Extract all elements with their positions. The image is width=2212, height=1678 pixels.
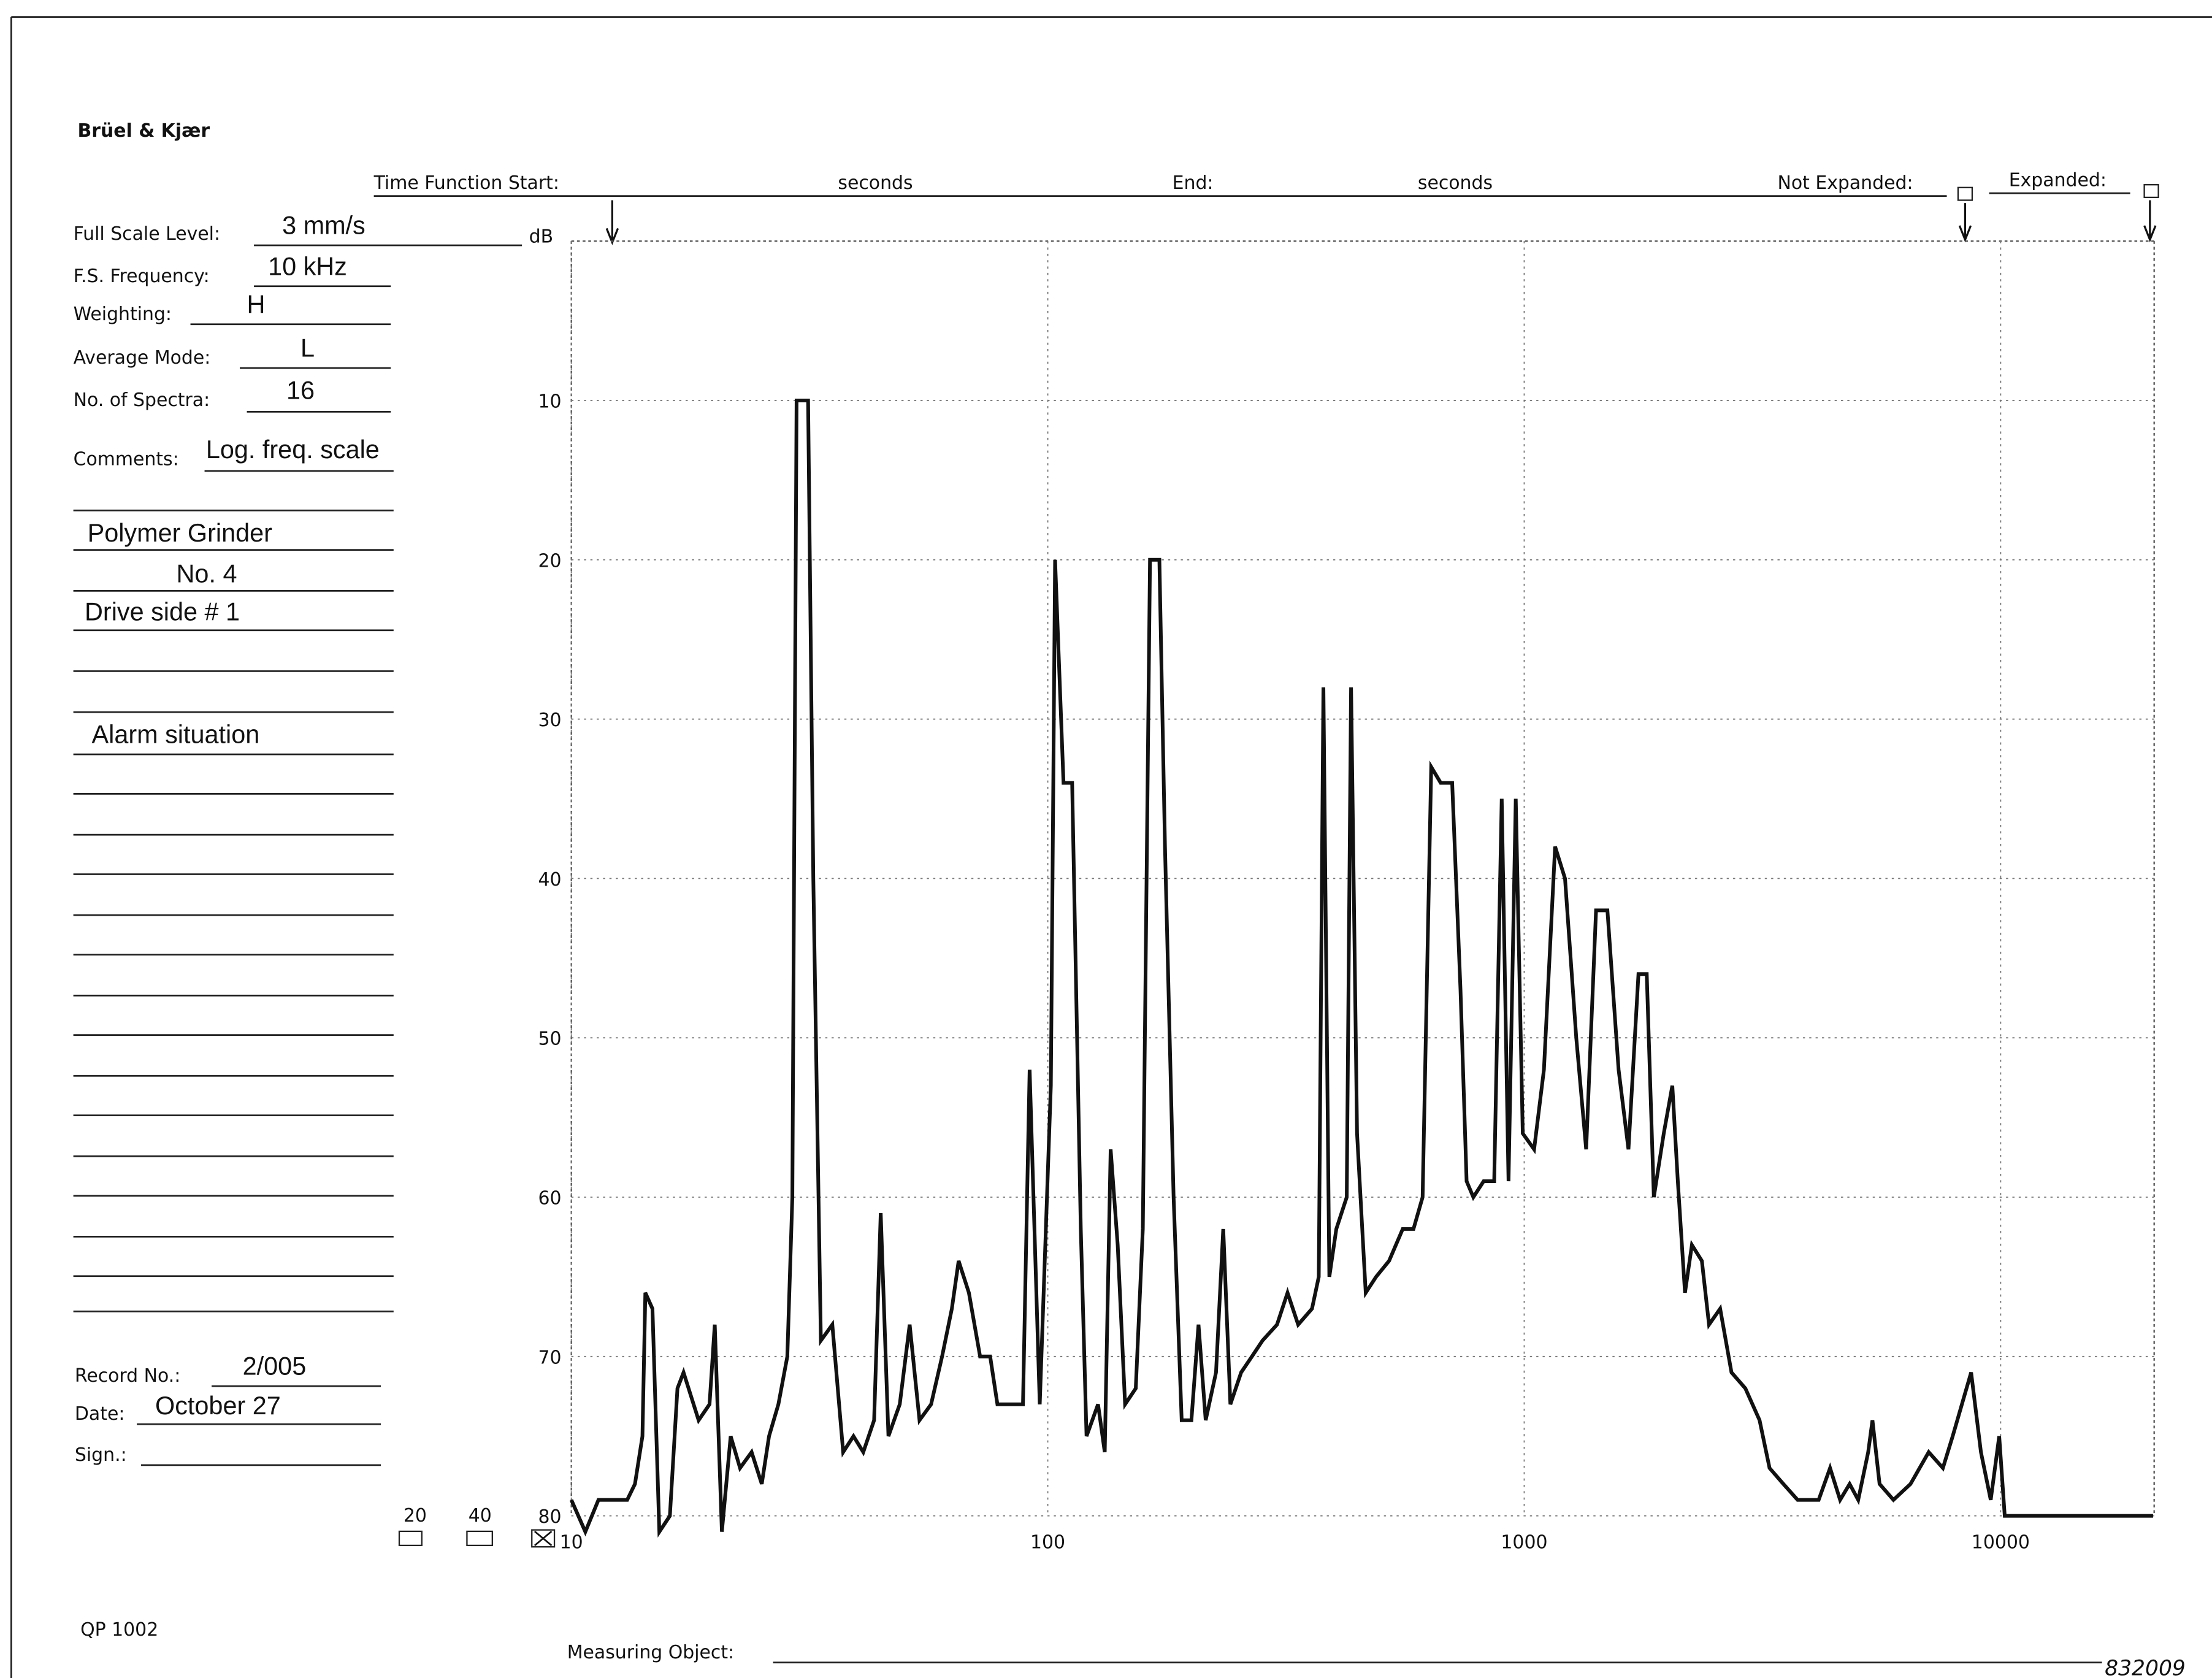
- x-tick-label: 1000: [1501, 1531, 1547, 1553]
- field-value: 16: [286, 377, 315, 405]
- checkbox-mark: [534, 1530, 553, 1546]
- field-label: F.S. Frequency:: [74, 266, 210, 287]
- field-label: No. of Spectra:: [74, 389, 210, 411]
- field-label: Record No.:: [75, 1365, 180, 1387]
- figure-no: 832009: [2105, 1656, 2186, 1678]
- y-tick-label: 30: [538, 710, 562, 731]
- field-label: Measuring Object:: [567, 1642, 734, 1663]
- y-tick-label: 80: [538, 1506, 562, 1528]
- comment-line: Drive side # 1: [85, 598, 240, 626]
- spectrum-line: [569, 398, 2153, 1538]
- marker-arrows: [605, 200, 2157, 245]
- y-tick-label: 10: [538, 391, 562, 412]
- x-tick-label: 10000: [1972, 1531, 2030, 1553]
- checkbox: [2143, 184, 2159, 199]
- field-label: Date:: [75, 1403, 125, 1425]
- form-code: QP 1002: [80, 1619, 158, 1641]
- field-label: Sign.:: [75, 1444, 127, 1466]
- y-tick-label: 60: [538, 1187, 562, 1209]
- field-label: End:: [1173, 172, 1214, 194]
- checkbox: [398, 1530, 423, 1547]
- field-value: October 27: [155, 1392, 281, 1420]
- field-value: 3 mm/s: [282, 212, 365, 240]
- field-value: 10 kHz: [268, 252, 347, 280]
- field-value: L: [300, 334, 315, 362]
- range-label: 40: [469, 1505, 492, 1527]
- y-axis-label: dB: [529, 226, 553, 247]
- y-tick-label: 20: [538, 550, 562, 572]
- plot: 10 20 30 40 50 60 70 80 10 100 1000 10000: [538, 240, 2155, 1553]
- x-tick-label: 100: [1030, 1531, 1065, 1553]
- x-tick-label: 10: [560, 1531, 583, 1553]
- field-value: H: [247, 290, 266, 318]
- field-value: 2/005: [243, 1352, 307, 1381]
- checkbox: [1957, 186, 1973, 201]
- y-tick-label: 50: [538, 1029, 562, 1050]
- comment-line: No. 4: [177, 560, 237, 588]
- field-value: Log. freq. scale: [206, 435, 380, 464]
- field-label: Average Mode:: [74, 347, 211, 369]
- unit: seconds: [838, 172, 913, 194]
- comment-line: Alarm situation: [92, 721, 260, 749]
- y-tick-label: 40: [538, 869, 562, 891]
- brand: Brüel & Kjær: [78, 120, 210, 142]
- y-tick-label: 70: [538, 1347, 562, 1368]
- field-label: Time Function Start:: [373, 172, 559, 194]
- field-label: Not Expanded:: [1777, 172, 1913, 194]
- comment-rules: [73, 509, 394, 1312]
- checkbox: [466, 1530, 493, 1547]
- field-label: Full Scale Level:: [74, 223, 220, 245]
- unit: seconds: [1418, 172, 1493, 194]
- field-label: Expanded:: [2009, 169, 2107, 191]
- comment-line: Polymer Grinder: [88, 519, 273, 547]
- range-label: 20: [404, 1505, 427, 1527]
- field-label: Weighting:: [74, 304, 172, 325]
- checkbox: [531, 1529, 556, 1548]
- field-label: Comments:: [74, 449, 179, 470]
